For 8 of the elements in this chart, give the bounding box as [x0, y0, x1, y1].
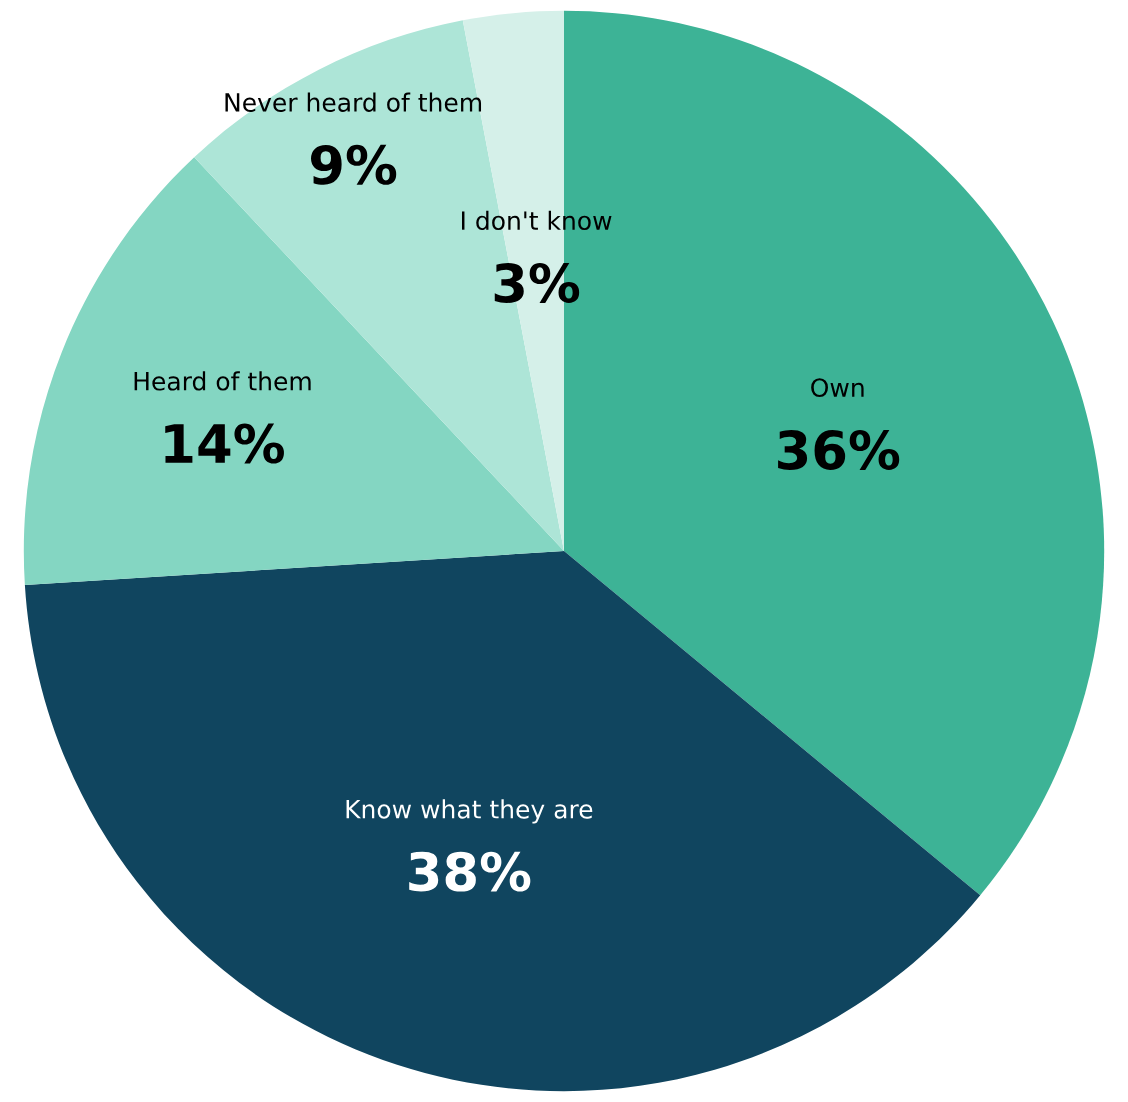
data-label: 14%: [165, 423, 284, 464]
slice-label: Never heard of them: [225, 92, 482, 112]
slice-label: Own: [811, 378, 864, 398]
data-label: 36%: [778, 430, 900, 470]
slice-label: Heard of them: [134, 371, 311, 391]
data-label: 38%: [409, 851, 531, 892]
data-label: 9%: [311, 144, 397, 185]
slice-label: Know what they are: [346, 799, 593, 824]
